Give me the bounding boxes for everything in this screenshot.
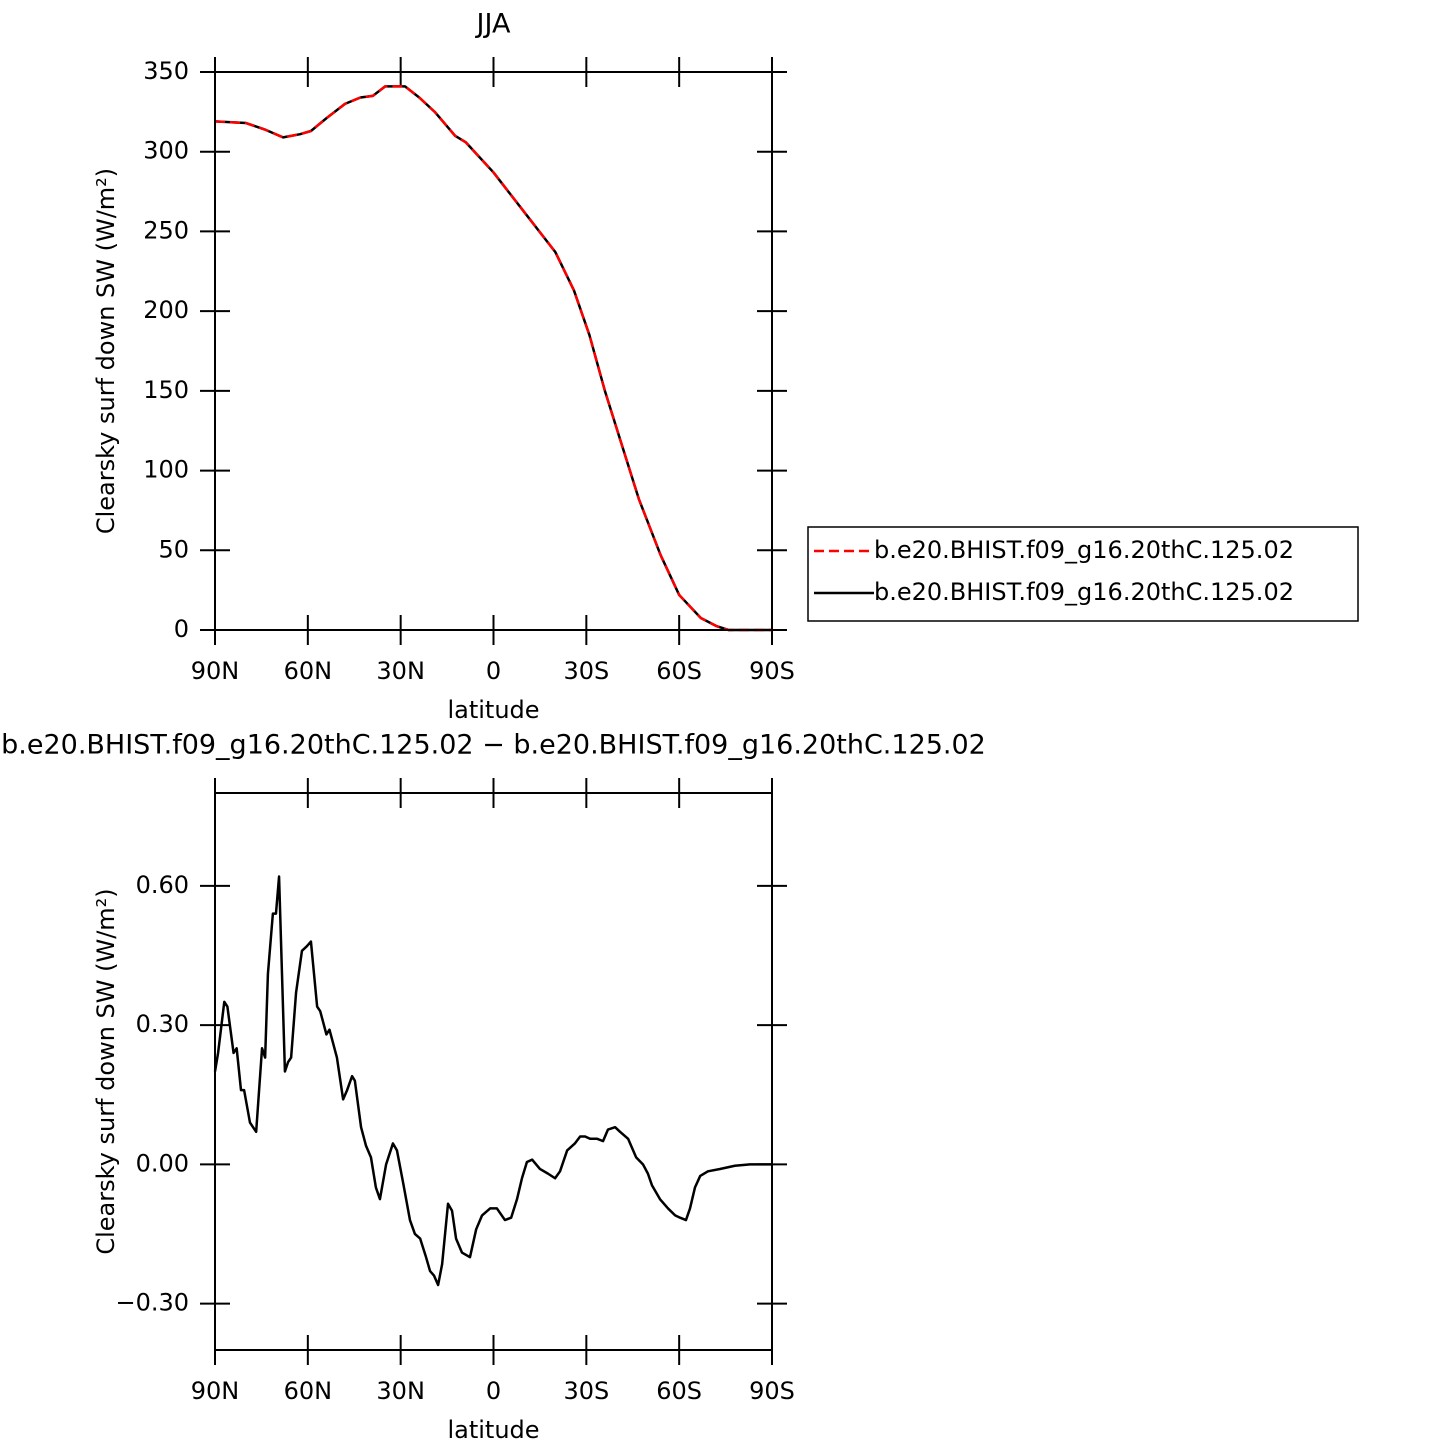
x-tick-label: 60S [656,657,702,685]
legend-label: b.e20.BHIST.f09_g16.20thC.125.02 [874,578,1294,606]
x-tick-label: 60N [284,1377,333,1405]
legend-label: b.e20.BHIST.f09_g16.20thC.125.02 [874,536,1294,564]
x-tick-label: 0 [486,657,501,685]
chart-title: b.e20.BHIST.f09_g16.20thC.125.02 − b.e20… [1,730,986,761]
x-tick-label: 60S [656,1377,702,1405]
y-tick-label: 0.00 [136,1149,189,1177]
y-tick-label: 150 [143,376,189,404]
x-tick-label: 30S [563,657,609,685]
x-axis-label: latitude [447,696,539,724]
plot-frame [214,71,773,631]
y-tick-label: −0.30 [115,1289,189,1317]
legend-box [807,526,1359,622]
y-axis-label: Clearsky surf down SW (W/m²) [92,168,120,534]
y-tick-label: 300 [143,137,189,165]
x-tick-label: 30N [376,1377,425,1405]
x-tick-label: 90S [749,657,795,685]
x-tick-label: 90S [749,1377,795,1405]
y-tick-label: 200 [143,296,189,324]
y-tick-label: 0.60 [136,871,189,899]
x-tick-label: 30S [563,1377,609,1405]
x-tick-label: 90N [191,1377,240,1405]
y-tick-label: 100 [143,456,189,484]
data-line [214,85,772,632]
data-line [213,875,772,1287]
x-tick-label: 90N [191,657,240,685]
y-tick-label: 350 [143,57,189,85]
y-tick-label: 0.30 [136,1010,189,1038]
data-line [214,85,772,632]
x-axis-label: latitude [447,1416,539,1444]
y-axis-label: Clearsky surf down SW (W/m²) [92,888,120,1254]
plot-frame [214,792,773,1351]
x-tick-label: 30N [376,657,425,685]
y-tick-label: 0 [174,615,189,643]
chart-title: JJA [475,9,511,40]
x-tick-label: 60N [284,657,333,685]
y-tick-label: 50 [158,535,189,563]
y-tick-label: 250 [143,216,189,244]
x-tick-label: 0 [486,1377,501,1405]
